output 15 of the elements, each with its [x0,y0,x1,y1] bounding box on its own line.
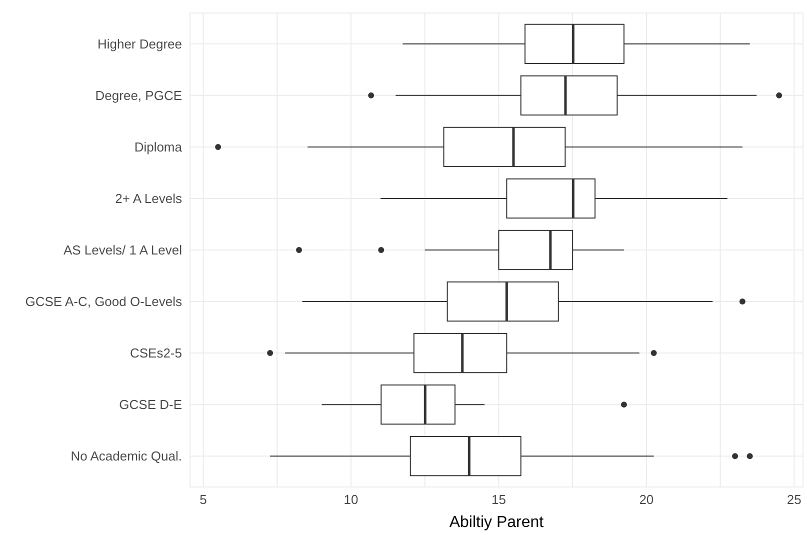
y-tick-label: Higher Degree [97,36,182,52]
x-tick-label: 5 [200,492,207,508]
y-tick-label: Diploma [134,140,183,155]
y-tick-label: 2+ A Levels [115,191,182,206]
y-tick-label: AS Levels/ 1 A Level [63,242,182,258]
x-tick-label: 25 [786,492,802,508]
y-tick-label: Degree, PGCE [95,88,182,104]
x-tick-label: 20 [639,492,654,508]
y-tick-label: GCSE A-C, Good O-Levels [25,294,182,310]
y-tick-label: GCSE D-E [119,397,182,412]
y-tick-label: No Academic Qual. [70,448,182,464]
x-tick-label: 15 [491,492,506,508]
x-axis-title: Abiltiy Parent [449,514,544,531]
y-tick-label: CSEs2-5 [130,346,182,361]
x-tick-label: 10 [344,492,358,508]
